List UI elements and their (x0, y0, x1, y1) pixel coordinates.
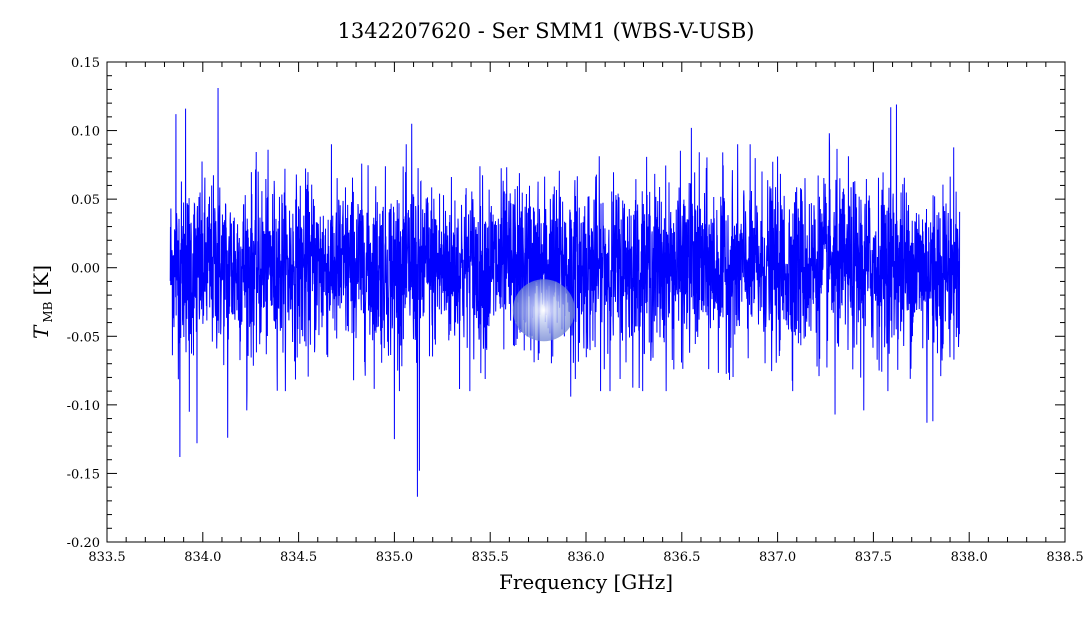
x-tick-label: 835.0 (376, 550, 413, 565)
x-tick-label: 836.0 (567, 550, 604, 565)
y-tick-label: 0.10 (71, 125, 100, 140)
y-axis-subscript: MB (41, 301, 55, 322)
y-tick-labels: -0.20 -0.15 -0.10 -0.05 0.00 0.05 0.10 0.15 (67, 56, 100, 551)
y-axis-title: T MB [K] (29, 265, 55, 339)
highlight-circle (512, 279, 575, 342)
chart-title: 1342207620 - Ser SMM1 (WBS-V-USB) (338, 19, 755, 43)
x-tick-labels: 833.5 834.0 834.5 835.0 835.5 836.0 836.5 837.0… (88, 550, 1083, 565)
x-tick-label: 833.5 (88, 550, 125, 565)
y-axis-symbol: T (29, 324, 53, 339)
y-tick-label: 0.15 (71, 56, 100, 71)
x-tick-label: 834.5 (280, 550, 317, 565)
x-axis-title: Frequency [GHz] (499, 570, 673, 594)
x-tick-label: 834.0 (184, 550, 221, 565)
x-tick-label: 836.5 (663, 550, 700, 565)
y-tick-label: -0.10 (67, 399, 100, 414)
x-tick-label: 837.0 (759, 550, 796, 565)
plot-area (169, 88, 961, 497)
x-tick-label: 838.5 (1046, 550, 1083, 565)
y-tick-label: -0.15 (67, 467, 100, 482)
x-tick-label: 835.5 (472, 550, 509, 565)
x-tick-label: 837.5 (855, 550, 892, 565)
y-tick-label: -0.20 (67, 536, 100, 551)
y-tick-label: -0.05 (67, 330, 100, 345)
y-tick-label: 0.05 (71, 193, 100, 208)
plot-frame (106, 61, 1066, 543)
x-tick-label: 838.0 (951, 550, 988, 565)
y-tick-label: 0.00 (71, 262, 100, 277)
y-axis-unit: [K] (29, 265, 53, 296)
